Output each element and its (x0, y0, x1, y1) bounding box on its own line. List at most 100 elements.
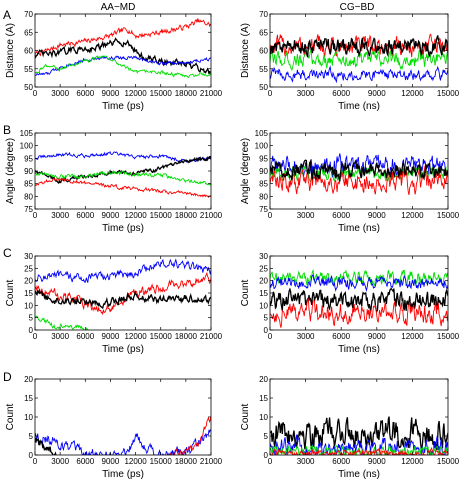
y-tick-label: 70 (24, 10, 33, 19)
x-tick-label: 15000 (150, 457, 173, 466)
chart-panel-c-aa-md: 0 3000 6000 9000 12000 15000 18000 21000 0 5 10 15 2… (5, 252, 223, 355)
x-tick-label: 15000 (437, 457, 460, 466)
chart-panel-d-aa-md: 0 3000 6000 9000 12000 15000 18000 21000 0 5 10 15 2… (5, 375, 223, 480)
y-tick-label: 15 (24, 394, 33, 403)
y-tick-label: 10 (259, 413, 268, 422)
series-line-black (270, 35, 448, 58)
y-tick-label: 95 (24, 154, 33, 163)
y-tick-label: 15 (259, 289, 268, 298)
x-tick-label: 9000 (368, 332, 386, 341)
series-line-blue (35, 428, 211, 455)
series-line-black (270, 159, 448, 182)
x-tick-label: 15000 (150, 211, 173, 220)
y-tick-label: 50 (24, 83, 33, 92)
y-tick-label: 90 (259, 167, 268, 176)
x-axis-label: Time (ns) (338, 344, 380, 355)
y-tick-label: 5 (264, 432, 269, 441)
y-tick-label: 75 (24, 205, 33, 214)
y-tick-label: 20 (259, 277, 268, 286)
series-group (270, 153, 448, 196)
series-line-blue (270, 274, 448, 292)
series-line-black (35, 288, 211, 310)
y-tick-label: 5 (29, 432, 34, 441)
y-tick-label: 55 (24, 65, 33, 74)
x-axis-label: Time (ns) (338, 223, 380, 234)
x-tick-label: 6000 (76, 332, 94, 341)
x-axis-label: Time (ps) (102, 101, 144, 112)
x-tick-label: 12000 (124, 211, 147, 220)
x-tick-label: 3000 (297, 332, 315, 341)
y-tick-label: 10 (259, 301, 268, 310)
x-tick-label: 21000 (200, 89, 223, 98)
series-line-blue (270, 65, 448, 84)
series-group (270, 416, 448, 455)
series-line-red (35, 177, 211, 199)
series-line-green (270, 444, 448, 455)
series-group (35, 258, 211, 330)
x-tick-label: 0 (33, 89, 38, 98)
plot-frame (269, 13, 449, 88)
x-tick-label: 6000 (76, 89, 94, 98)
y-tick-label: 100 (255, 142, 269, 151)
chart-panel-a-aa-md: 0 3000 6000 9000 12000 15000 18000 21000 50 55 60 6… (5, 10, 223, 112)
chart-panel-b-cg-bd: 0 3000 6000 9000 12000 15000 75 80 85 90 95 100 105 T… (240, 129, 460, 234)
x-tick-label: 15000 (150, 89, 173, 98)
x-tick-label: 6000 (332, 332, 350, 341)
x-tick-label: 18000 (175, 457, 198, 466)
series-line-red (169, 415, 211, 455)
x-tick-label: 15000 (437, 211, 460, 220)
y-tick-label: 60 (259, 47, 268, 56)
x-tick-label: 9000 (102, 211, 120, 220)
x-tick-label: 0 (268, 89, 273, 98)
series-group (270, 268, 448, 328)
chart-panel-b-aa-md: 0 3000 6000 9000 12000 15000 18000 21000 75 80 85 9… (5, 129, 223, 234)
x-tick-label: 9000 (368, 457, 386, 466)
x-axis-label: Time (ps) (102, 223, 144, 234)
x-tick-label: 12000 (124, 89, 147, 98)
y-tick-label: 0 (264, 451, 269, 460)
y-tick-label: 0 (29, 451, 34, 460)
x-tick-label: 0 (33, 457, 38, 466)
y-tick-label: 20 (259, 375, 268, 384)
x-tick-label: 15000 (150, 332, 173, 341)
y-axis-label: Count (5, 279, 16, 306)
y-tick-label: 10 (24, 301, 33, 310)
x-axis-label: Time (ns) (338, 469, 380, 480)
y-axis-label: Angle (degree) (5, 138, 16, 204)
y-axis-label: Distance (A) (240, 23, 251, 78)
x-tick-label: 9000 (102, 89, 120, 98)
x-axis-label: Time (ns) (338, 101, 380, 112)
column-title-cg-bd: CG−BD (340, 2, 375, 13)
series-group (270, 33, 448, 84)
y-axis-label: Angle (degree) (240, 138, 251, 204)
y-tick-label: 30 (24, 252, 33, 261)
x-axis-label: Time (ps) (102, 344, 144, 355)
y-tick-label: 100 (20, 142, 34, 151)
y-tick-label: 75 (259, 205, 268, 214)
x-tick-label: 9000 (368, 89, 386, 98)
x-tick-label: 0 (268, 211, 273, 220)
y-tick-label: 80 (259, 192, 268, 201)
x-tick-label: 12000 (124, 332, 147, 341)
x-tick-label: 3000 (297, 89, 315, 98)
x-tick-label: 6000 (332, 89, 350, 98)
series-line-red (35, 17, 211, 57)
x-tick-label: 18000 (175, 332, 198, 341)
x-tick-label: 3000 (51, 89, 69, 98)
chart-panel-a-cg-bd: 0 3000 6000 9000 12000 15000 50 55 60 65 70 Time (n… (240, 10, 460, 112)
x-tick-label: 21000 (200, 457, 223, 466)
y-tick-label: 90 (24, 167, 33, 176)
y-tick-label: 20 (24, 277, 33, 286)
y-tick-label: 80 (24, 192, 33, 201)
series-group (35, 415, 211, 455)
x-tick-label: 18000 (175, 89, 198, 98)
panel-letter-c: C (3, 246, 12, 260)
y-axis-label: Count (240, 279, 251, 306)
y-tick-label: 25 (24, 264, 33, 273)
x-tick-label: 12000 (401, 457, 424, 466)
series-line-blue (35, 150, 211, 164)
x-tick-label: 9000 (102, 457, 120, 466)
x-tick-label: 18000 (175, 211, 198, 220)
chart-panel-d-cg-bd: 0 3000 6000 9000 12000 15000 0 5 10 15 20 Time (ns)… (240, 375, 460, 480)
y-tick-label: 105 (255, 129, 269, 138)
